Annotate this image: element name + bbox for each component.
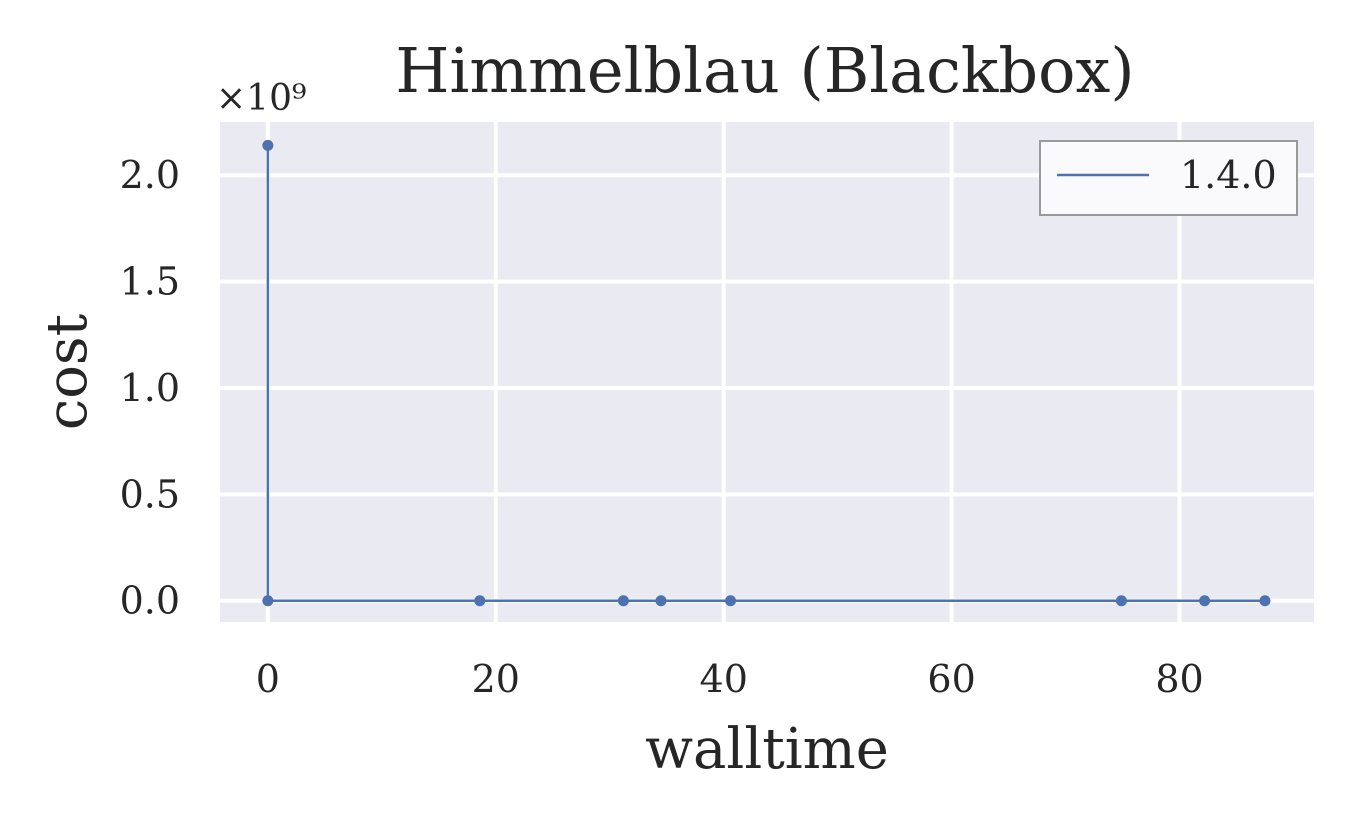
data-point xyxy=(262,139,274,151)
y-offset-text: ×10⁹ xyxy=(216,78,306,119)
data-point xyxy=(725,595,737,607)
x-tick-label: 60 xyxy=(927,657,975,701)
y-axis-label: cost xyxy=(35,313,100,430)
x-axis-label: walltime xyxy=(645,717,889,782)
x-tick-label: 40 xyxy=(700,657,748,701)
data-point xyxy=(1199,595,1211,607)
data-point xyxy=(655,595,667,607)
data-point xyxy=(262,595,274,607)
x-tick-labels: 0 20 40 60 80 xyxy=(256,657,1204,701)
data-point xyxy=(474,595,486,607)
y-tick-label: 2.0 xyxy=(120,153,180,197)
y-tick-label: 0.5 xyxy=(120,472,180,516)
y-tick-label: 1.5 xyxy=(120,260,180,304)
legend: 1.4.0 xyxy=(1039,140,1298,216)
chart-title: Himmelblau (Blackbox) xyxy=(395,34,1134,107)
legend-label: 1.4.0 xyxy=(1180,153,1277,197)
y-tick-label: 1.0 xyxy=(120,366,180,410)
y-tick-labels: 0.0 0.5 1.0 1.5 2.0 xyxy=(120,153,180,623)
y-tick-label: 0.0 xyxy=(120,579,180,623)
x-tick-label: 0 xyxy=(256,657,280,701)
legend-box xyxy=(1039,140,1298,216)
data-point xyxy=(1259,595,1271,607)
data-point xyxy=(1115,595,1127,607)
x-tick-label: 20 xyxy=(472,657,520,701)
data-point xyxy=(617,595,629,607)
series-layer xyxy=(262,139,1271,607)
x-tick-label: 80 xyxy=(1155,657,1203,701)
